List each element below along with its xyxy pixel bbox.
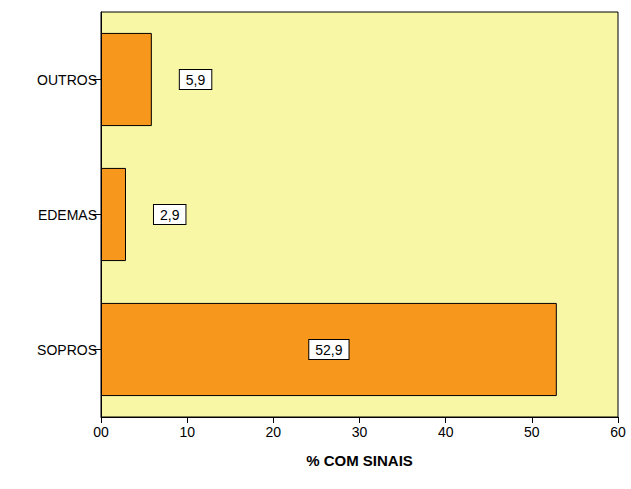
svg-text:% COM SINAIS: % COM SINAIS (306, 452, 413, 469)
svg-text:50: 50 (524, 424, 540, 440)
svg-text:SOPROS: SOPROS (37, 342, 97, 358)
svg-text:10: 10 (179, 424, 195, 440)
svg-text:20: 20 (266, 424, 282, 440)
svg-text:60: 60 (610, 424, 626, 440)
svg-text:00: 00 (93, 424, 109, 440)
svg-text:30: 30 (352, 424, 368, 440)
svg-text:2,9: 2,9 (160, 207, 180, 223)
svg-text:40: 40 (438, 424, 454, 440)
svg-text:EDEMAS: EDEMAS (38, 207, 97, 223)
svg-text:52,9: 52,9 (315, 342, 342, 358)
svg-text:5,9: 5,9 (186, 72, 206, 88)
svg-text:OUTROS: OUTROS (37, 72, 97, 88)
